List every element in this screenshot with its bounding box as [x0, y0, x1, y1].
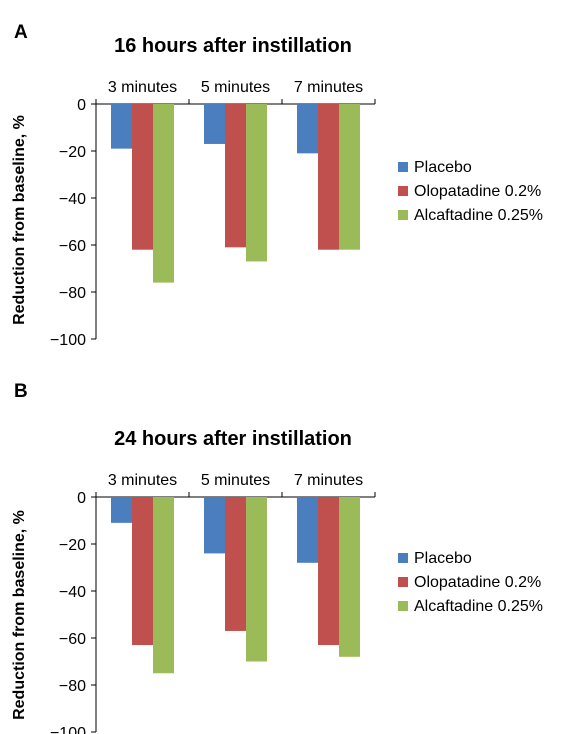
bar — [297, 497, 318, 563]
bar — [297, 104, 318, 154]
y-tick-label: −100 — [50, 725, 86, 734]
y-tick-label: 0 — [77, 97, 86, 114]
y-tick-label: −100 — [50, 332, 86, 349]
bar — [246, 104, 267, 262]
chart-a: 16 hours after instillation Reduction fro… — [11, 35, 543, 349]
bar — [339, 104, 360, 250]
legend-label: Olopatadine 0.2% — [414, 574, 541, 591]
legend-swatch — [398, 162, 408, 172]
y-tick-label: 0 — [77, 490, 86, 507]
bar — [225, 104, 246, 248]
bar — [318, 104, 339, 250]
chart-title: 24 hours after instillation — [114, 428, 352, 450]
bar — [132, 104, 153, 250]
legend-label: Alcaftadine 0.25% — [414, 598, 543, 615]
y-tick-label: −40 — [59, 191, 86, 208]
bar — [339, 497, 360, 657]
panel-letter: B — [14, 381, 28, 402]
chart-title: 16 hours after instillation — [114, 35, 352, 57]
y-tick-label: −20 — [59, 537, 86, 554]
y-tick-label: −60 — [59, 631, 86, 648]
bar — [153, 104, 174, 283]
legend-swatch — [398, 186, 408, 196]
bar — [318, 497, 339, 646]
y-axis-label: Reduction from baseline, % — [11, 510, 28, 720]
category-label: 7 minutes — [294, 79, 363, 96]
bar — [111, 104, 132, 149]
category-label: 5 minutes — [201, 79, 270, 96]
bar — [204, 104, 225, 144]
category-label: 3 minutes — [108, 472, 177, 489]
legend-label: Placebo — [414, 159, 472, 176]
y-tick-label: −80 — [59, 678, 86, 695]
panel-a: A 16 hours after instillation Reduction f… — [11, 22, 543, 349]
bar — [111, 497, 132, 523]
legend-label: Olopatadine 0.2% — [414, 183, 541, 200]
legend-label: Placebo — [414, 550, 472, 567]
bar — [246, 497, 267, 662]
chart-b: 24 hours after instillation Reduction fro… — [11, 428, 543, 734]
category-label: 3 minutes — [108, 79, 177, 96]
legend-label: Alcaftadine 0.25% — [414, 207, 543, 224]
panel-letter: A — [14, 22, 28, 43]
y-tick-label: −60 — [59, 238, 86, 255]
bar — [204, 497, 225, 554]
bar — [153, 497, 174, 674]
legend-swatch — [398, 553, 408, 563]
legend-swatch — [398, 577, 408, 587]
category-label: 5 minutes — [201, 472, 270, 489]
y-tick-label: −80 — [59, 285, 86, 302]
legend-swatch — [398, 601, 408, 611]
panel-b: B 24 hours after instillation Reduction f… — [0, 367, 561, 734]
y-tick-label: −20 — [59, 144, 86, 161]
category-label: 7 minutes — [294, 472, 363, 489]
y-axis-label: Reduction from baseline, % — [11, 115, 28, 325]
bar — [225, 497, 246, 631]
y-tick-label: −40 — [59, 584, 86, 601]
bar — [132, 497, 153, 646]
legend-swatch — [398, 210, 408, 220]
